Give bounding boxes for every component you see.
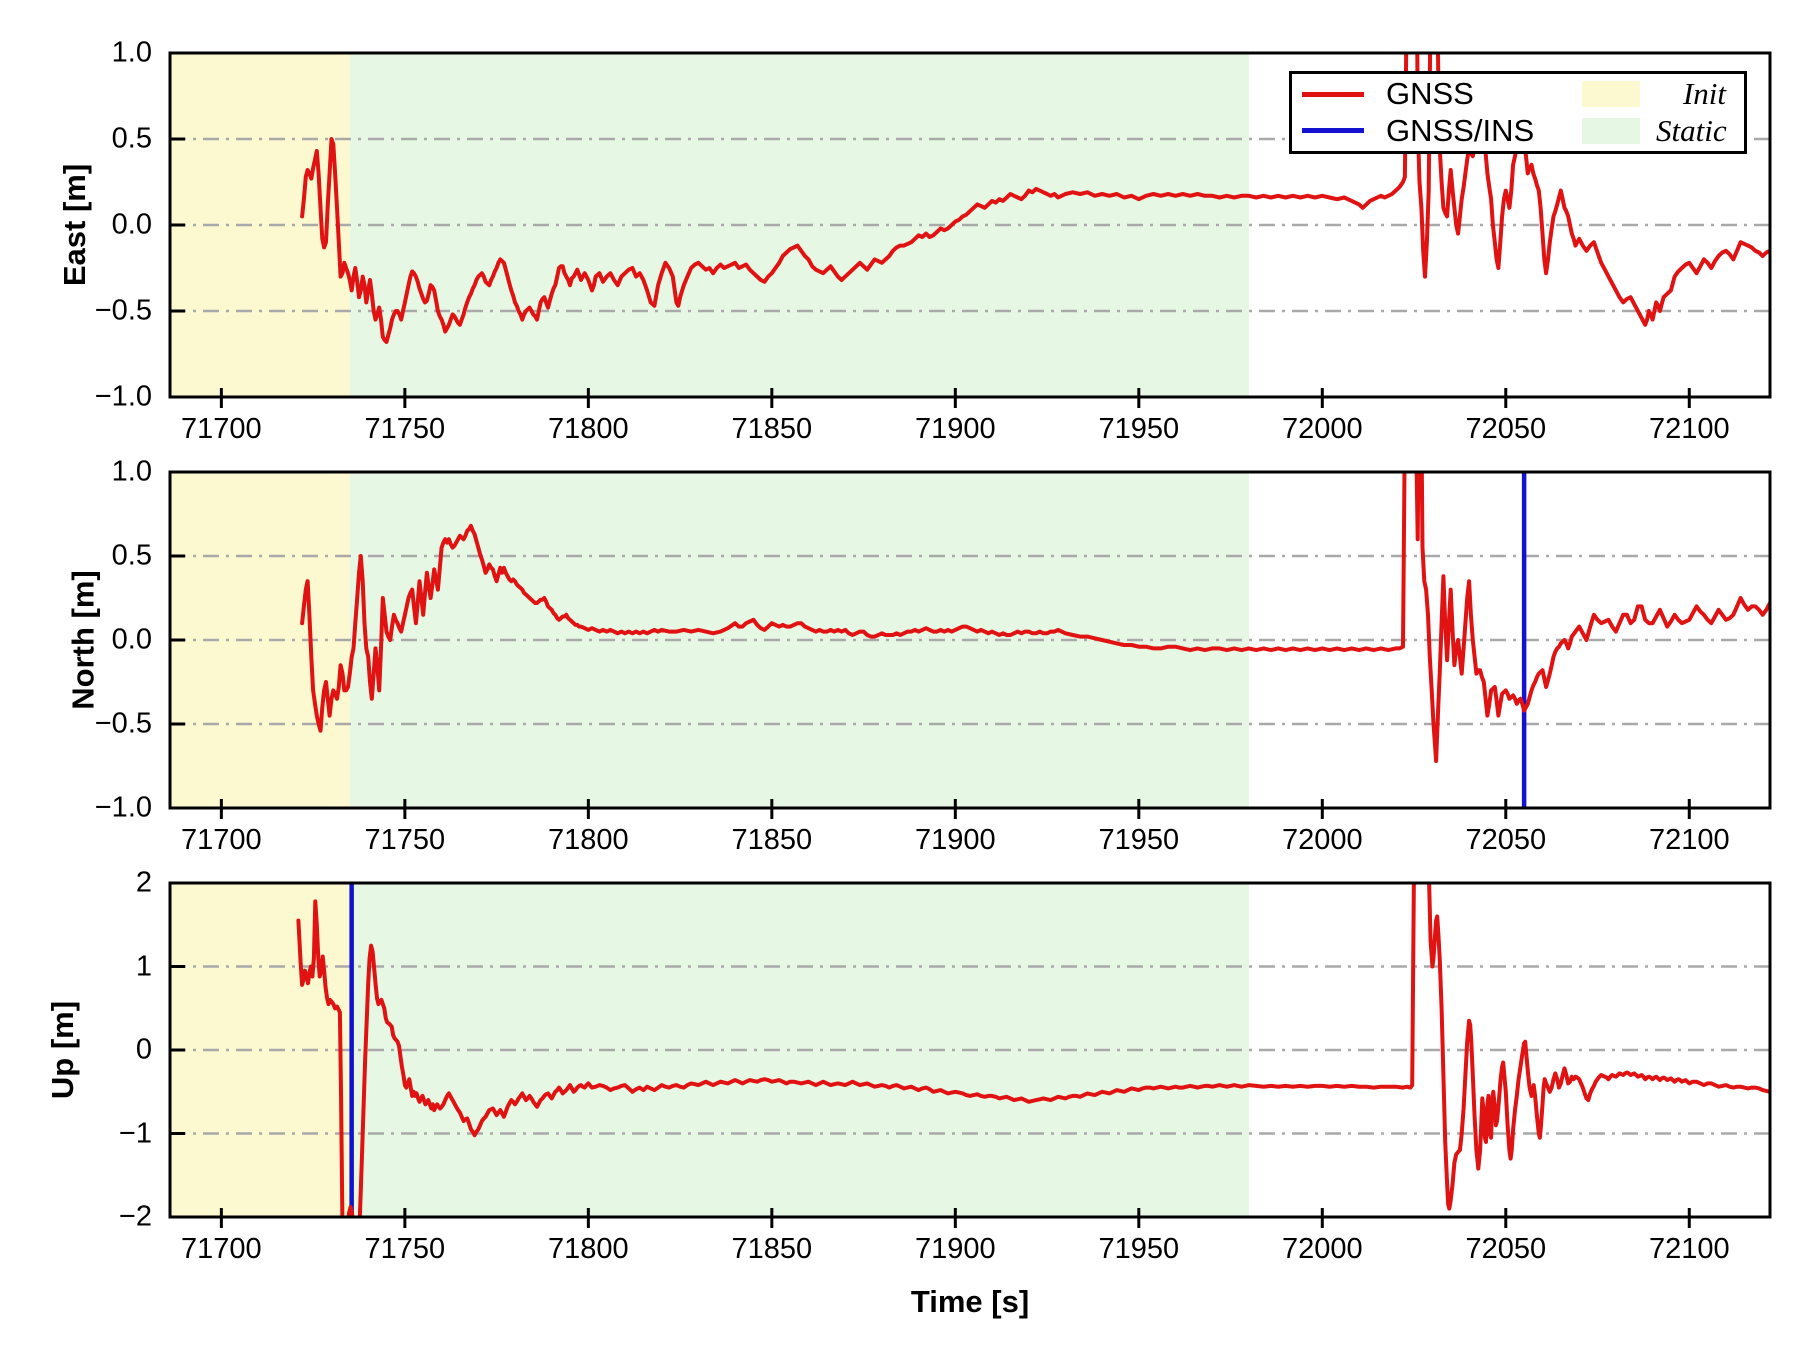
y-tick-label: 0.0 xyxy=(111,623,152,656)
x-tick-label: 72000 xyxy=(1281,1233,1363,1265)
init-patch-icon xyxy=(1582,81,1640,108)
y-tick-label: −0.5 xyxy=(94,294,152,327)
x-tick-label: 71750 xyxy=(364,413,446,445)
subplot-north xyxy=(158,460,1782,825)
x-tick-label: 71800 xyxy=(548,413,629,445)
y-tick-label: 0.5 xyxy=(111,539,152,572)
x-tick-label: 71850 xyxy=(731,824,813,856)
x-tick-label: 71750 xyxy=(364,824,446,856)
y-tick-label: 1.0 xyxy=(111,36,152,69)
gnss-line-sample-icon xyxy=(1302,91,1364,97)
legend-label-gnss-ins: GNSS/INS xyxy=(1386,112,1535,148)
x-tick-label: 71900 xyxy=(914,824,996,856)
x-tick-label: 71850 xyxy=(731,1233,813,1265)
legend-row: GNSS Init xyxy=(1302,76,1734,112)
x-tick-label: 71700 xyxy=(181,413,262,445)
legend: GNSS Init GNSS/INS Static xyxy=(1289,71,1747,154)
x-tick-label: 71950 xyxy=(1098,413,1180,445)
x-tick-label: 72100 xyxy=(1648,413,1730,445)
y-tick-label: −0.5 xyxy=(94,707,152,740)
x-tick-label: 72100 xyxy=(1648,1233,1730,1265)
y-tick-label: −2 xyxy=(118,1200,152,1233)
y-tick-label: −1.0 xyxy=(94,380,152,413)
plot-canvas-north xyxy=(168,470,1772,819)
x-tick-label: 72000 xyxy=(1281,413,1363,445)
x-tick-label: 72100 xyxy=(1648,824,1730,856)
subplot-east xyxy=(158,41,1782,414)
static-patch-icon xyxy=(1582,117,1640,144)
plot-canvas-east xyxy=(168,51,1772,408)
y-tick-label: −1 xyxy=(118,1117,152,1149)
x-tick-label: 71900 xyxy=(914,1233,996,1265)
legend-label-init: Init xyxy=(1682,76,1726,112)
x-tick-label: 71850 xyxy=(731,413,813,445)
x-tick-label: 72050 xyxy=(1465,1233,1547,1265)
y-tick-label: 2 xyxy=(135,866,152,899)
gnss-ins-line-sample-icon xyxy=(1302,128,1364,134)
x-tick-label: 71950 xyxy=(1098,1233,1180,1265)
y-tick-label: 1 xyxy=(135,950,152,982)
x-tick-label: 71800 xyxy=(548,1233,629,1265)
subplot-up xyxy=(158,871,1782,1234)
x-tick-label: 71700 xyxy=(181,824,262,856)
legend-label-gnss: GNSS xyxy=(1386,76,1474,112)
legend-label-static: Static xyxy=(1656,112,1727,148)
y-tick-label: 1.0 xyxy=(111,455,152,488)
y-tick-label: 0.5 xyxy=(111,122,152,155)
plot-canvas-up xyxy=(168,881,1772,1228)
x-tick-label: 72050 xyxy=(1465,824,1547,856)
legend-row: GNSS/INS Static xyxy=(1302,113,1734,149)
x-tick-label: 71950 xyxy=(1098,824,1180,856)
x-axis-label: Time [s] xyxy=(910,1284,1030,1319)
y-tick-label: −1.0 xyxy=(94,791,152,824)
x-tick-label: 71750 xyxy=(364,1233,446,1265)
x-tick-label: 71900 xyxy=(914,413,996,445)
x-tick-label: 71800 xyxy=(548,824,629,856)
x-tick-label: 72050 xyxy=(1465,413,1547,445)
y-tick-label: 0 xyxy=(135,1033,152,1066)
x-tick-label: 71700 xyxy=(181,1233,262,1265)
x-tick-label: 72000 xyxy=(1281,824,1363,856)
y-tick-label: 0.0 xyxy=(111,208,152,241)
